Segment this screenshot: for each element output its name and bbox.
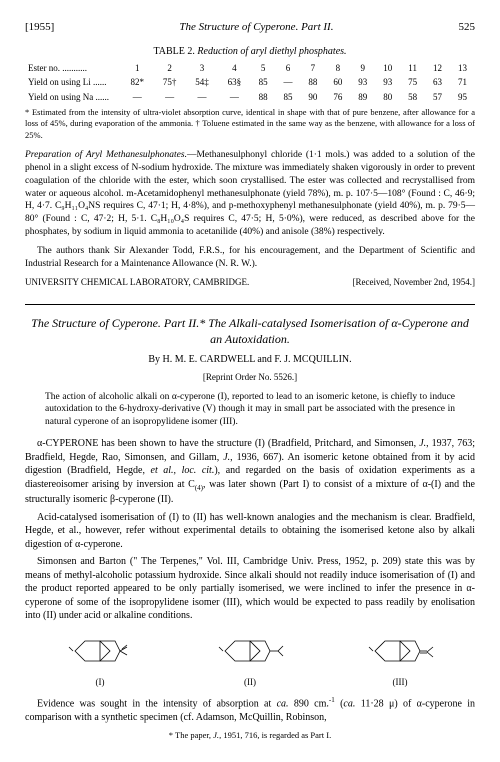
molecule-icon — [65, 631, 135, 671]
preparation-paragraph: Preparation of Aryl Methanesulphonates.—… — [25, 149, 475, 239]
prep-title: Preparation of Aryl Methanesulphonates. — [25, 150, 187, 160]
authors: By H. M. E. CARDWELL and F. J. MCQUILLIN… — [25, 353, 475, 367]
table-row: Yield on using Na ...... ————88859076898… — [25, 90, 475, 104]
table-row: Yield on using Li ...... 82*75†54‡63§85—… — [25, 75, 475, 89]
molecule-icon — [215, 631, 285, 671]
row-label: Yield on using Na ...... — [25, 90, 121, 104]
abstract: The action of alcoholic alkali on α-cype… — [45, 391, 455, 429]
lab-name: UNIVERSITY CHEMICAL LABORATORY, CAMBRIDG… — [25, 276, 249, 288]
header-year: [1955] — [25, 20, 54, 35]
table-number: TABLE 2. — [153, 46, 194, 57]
table-caption: Reduction of aryl diethyl phosphates. — [197, 46, 346, 57]
divider — [25, 304, 475, 305]
table-row: Ester no. ........... 12345678910111213 — [25, 61, 475, 75]
header-page: 525 — [459, 20, 476, 35]
row-label: Yield on using Li ...... — [25, 75, 121, 89]
page-header: [1955] The Structure of Cyperone. Part I… — [25, 20, 475, 35]
received-date: [Received, November 2nd, 1954.] — [353, 276, 475, 288]
structure-label: (I) — [65, 676, 135, 688]
structure-1: (I) — [65, 631, 135, 688]
structure-label: (II) — [215, 676, 285, 688]
body-paragraph-2: Acid-catalysed isomerisation of (I) to (… — [25, 511, 475, 552]
chemical-structures: (I) (II) (III) — [25, 631, 475, 688]
reduction-table: Ester no. ........... 12345678910111213 … — [25, 61, 475, 103]
molecule-icon — [365, 631, 435, 671]
table-header: TABLE 2. Reduction of aryl diethyl phosp… — [25, 45, 475, 59]
body-paragraph-3: Simonsen and Barton (" The Terpenes," Vo… — [25, 555, 475, 623]
header-title: The Structure of Cyperone. Part II. — [179, 20, 333, 35]
bottom-footnote: * The paper, J., 1951, 716, is regarded … — [25, 730, 475, 741]
evidence-paragraph: Evidence was sought in the intensity of … — [25, 696, 475, 724]
reprint-order: [Reprint Order No. 5526.] — [25, 371, 475, 383]
structure-2: (II) — [215, 631, 285, 688]
body-paragraph-1: α-CYPERONE has been shown to have the st… — [25, 437, 475, 506]
row-label: Ester no. ........... — [25, 61, 121, 75]
thanks-paragraph: The authors thank Sir Alexander Todd, F.… — [25, 245, 475, 271]
prep-text: —Methanesulphonyl chloride (1·1 mols.) w… — [25, 150, 475, 237]
structure-3: (III) — [365, 631, 435, 688]
structure-label: (III) — [365, 676, 435, 688]
attribution: UNIVERSITY CHEMICAL LABORATORY, CAMBRIDG… — [25, 276, 475, 288]
table-footnote: * Estimated from the intensity of ultra-… — [25, 107, 475, 141]
article-title: The Structure of Cyperone. Part II.* The… — [25, 315, 475, 347]
